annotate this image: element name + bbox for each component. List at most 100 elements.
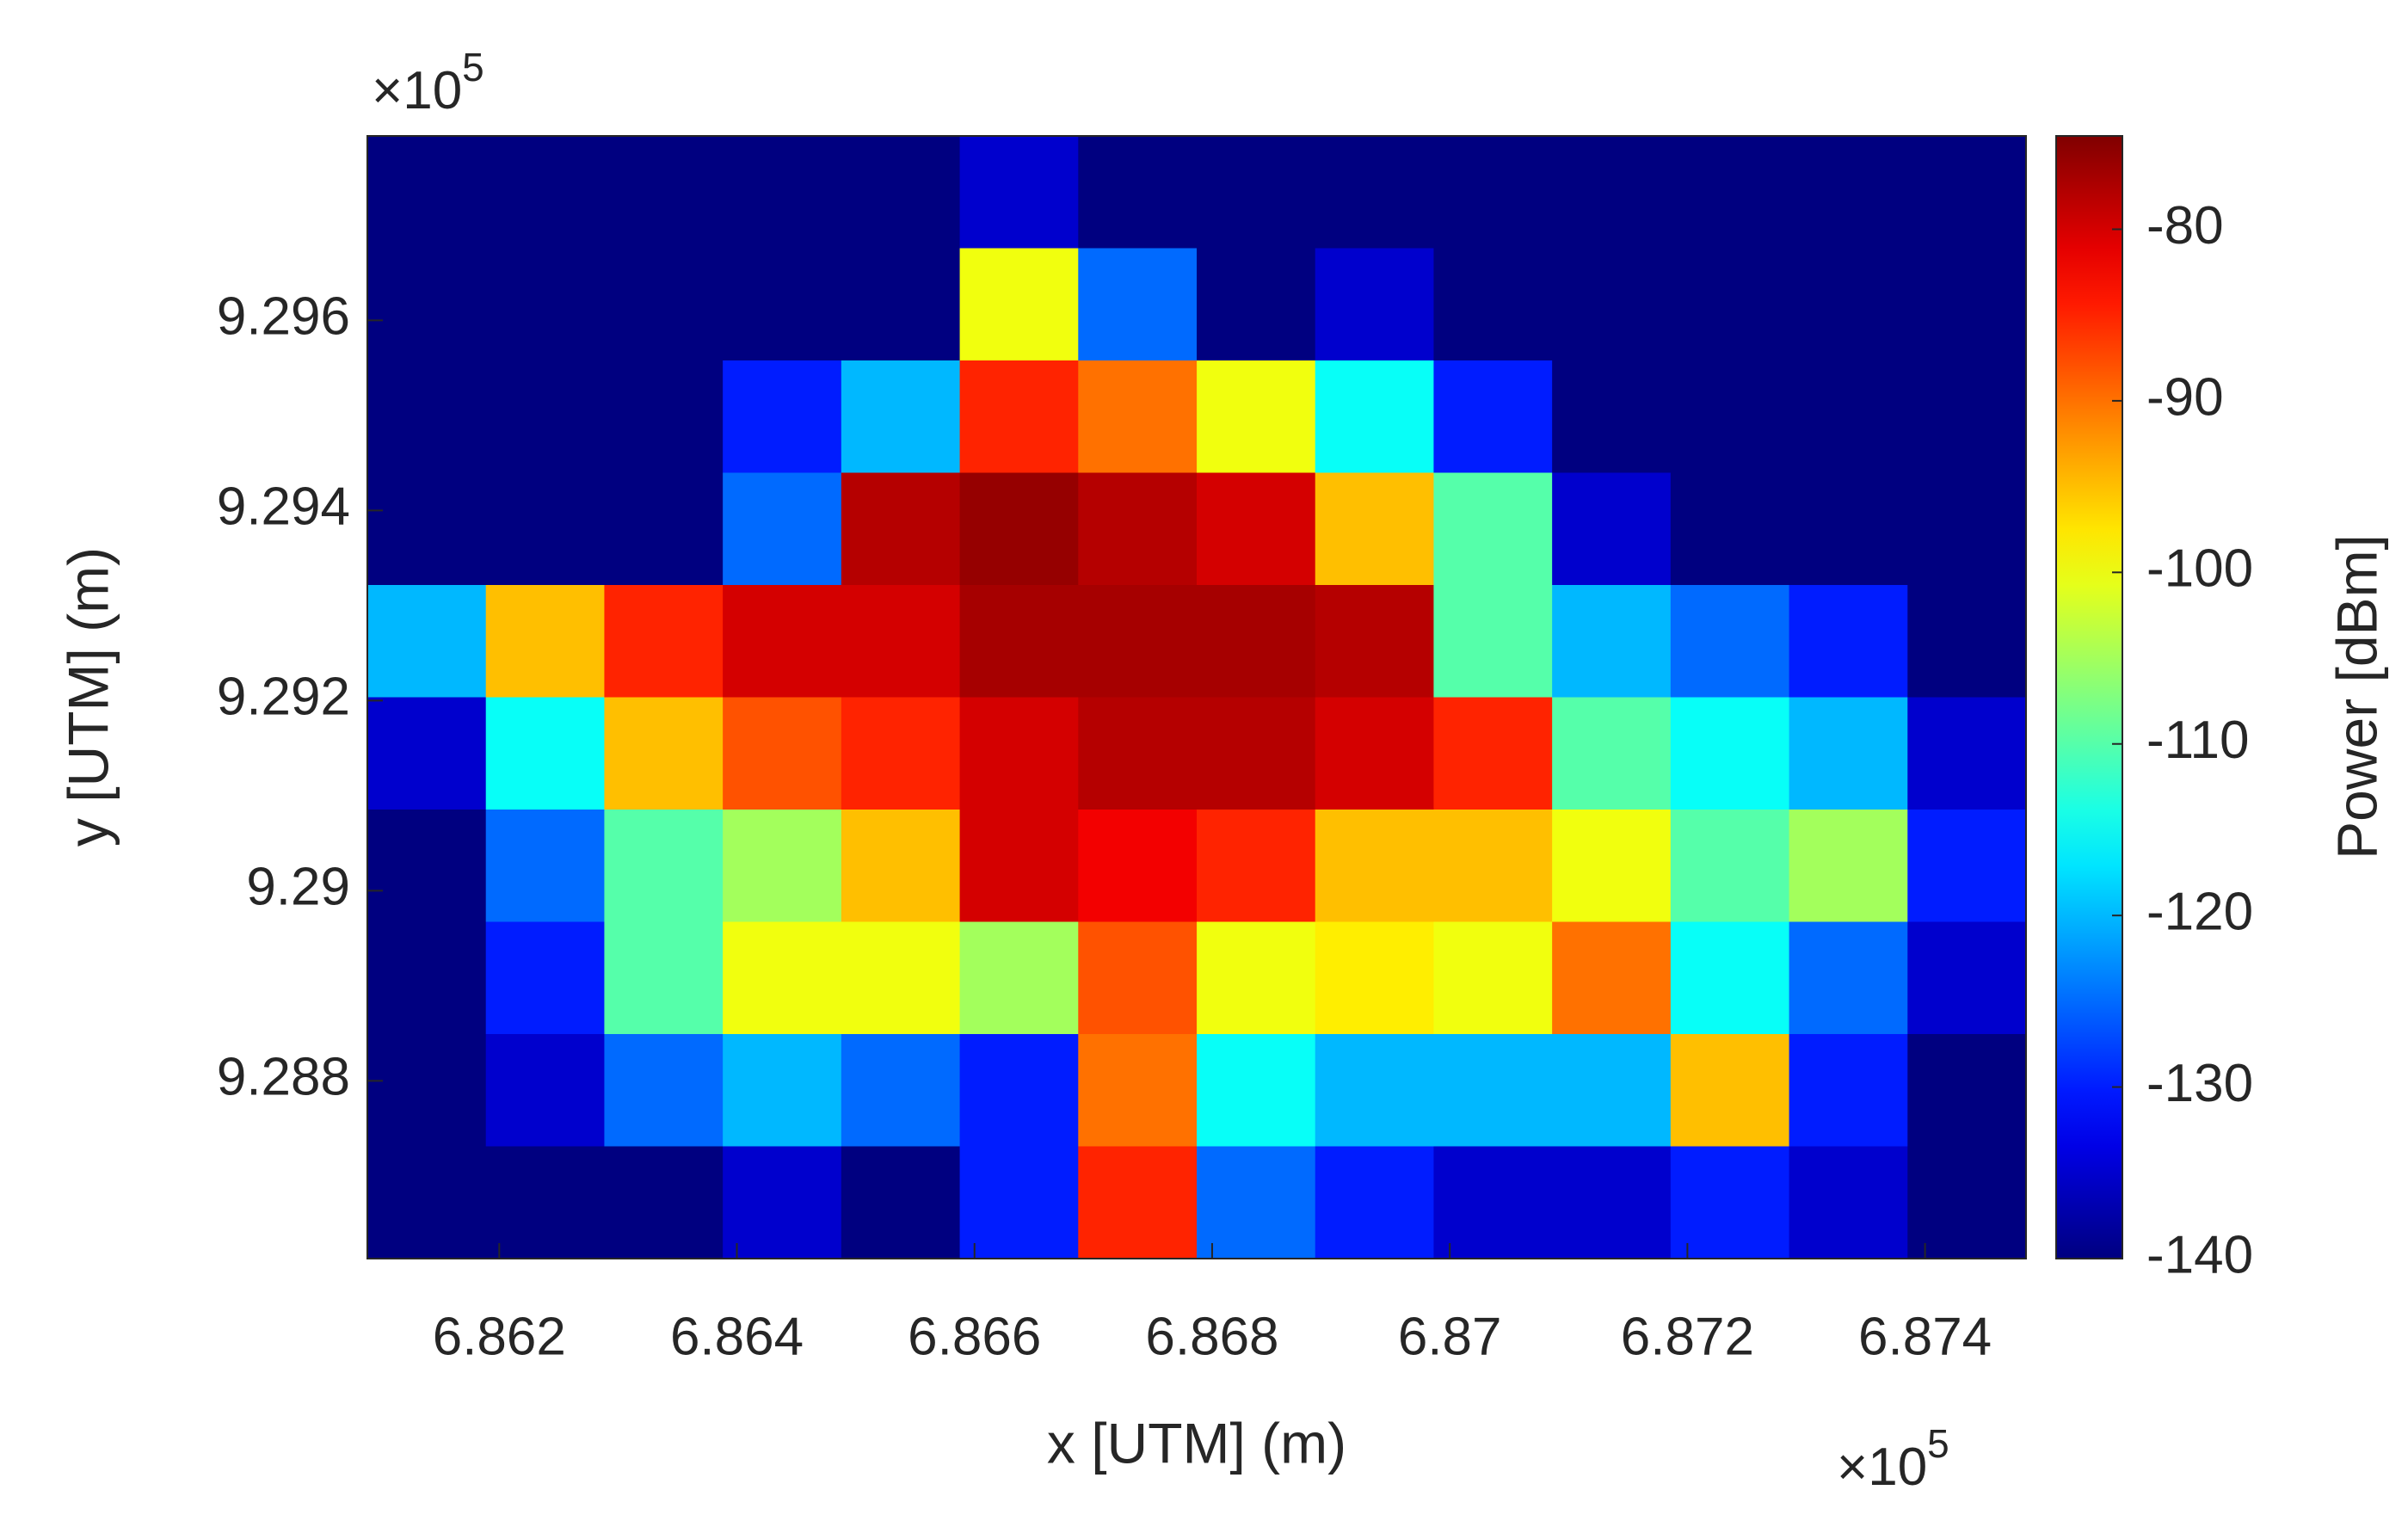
heat-cell <box>1670 697 1790 810</box>
heat-cell <box>485 360 605 473</box>
colorbar-tick-label: -120 <box>2146 883 2253 942</box>
heat-cell <box>1670 472 1790 586</box>
x-tick-label: 6.864 <box>670 1307 804 1366</box>
heat-cell <box>1552 1034 1672 1147</box>
heat-cell <box>723 360 842 473</box>
heat-cell <box>367 585 487 698</box>
heat-cell <box>485 136 605 249</box>
x-multiplier: ×105 <box>1837 1421 1949 1497</box>
heat-cell <box>604 585 724 698</box>
heat-cell <box>1433 136 1553 249</box>
heat-cell <box>1315 360 1434 473</box>
heat-cell <box>1078 1034 1198 1147</box>
heat-cell <box>1789 585 1908 698</box>
colorbar-tick-label: -100 <box>2146 539 2253 599</box>
heat-cell <box>1789 1146 1908 1259</box>
heat-cell <box>604 1146 724 1259</box>
y-tick-label: 9.288 <box>217 1048 350 1107</box>
heat-cell <box>1078 585 1198 698</box>
heat-cell <box>1670 1146 1790 1259</box>
heat-cell <box>1552 1146 1672 1259</box>
heat-cell <box>959 810 1079 922</box>
heat-cell <box>604 248 724 361</box>
heat-cell <box>604 697 724 810</box>
heat-cell <box>1197 472 1316 586</box>
heat-cell <box>1789 697 1908 810</box>
colorbar-tick-label: -90 <box>2146 367 2224 427</box>
heat-cell <box>1907 697 2027 810</box>
multiplier-base: ×10 <box>372 61 462 120</box>
heat-cell <box>1078 1146 1198 1259</box>
heat-cell <box>1433 248 1553 361</box>
heat-cell <box>1197 1146 1316 1259</box>
heat-cell <box>1552 810 1672 922</box>
heat-cell <box>1552 697 1672 810</box>
y-tick-label: 9.292 <box>217 668 350 727</box>
x-axis-label: x [UTM] (m) <box>1047 1411 1346 1475</box>
heat-cell <box>1907 136 2027 249</box>
heat-cell <box>367 810 487 922</box>
heat-cell <box>1433 585 1553 698</box>
multiplier-base: ×10 <box>1837 1438 1927 1497</box>
heat-cell <box>1433 1146 1553 1259</box>
heat-cell <box>604 921 724 1035</box>
heat-cell <box>1907 360 2027 473</box>
heat-cell <box>723 1146 842 1259</box>
heat-cell <box>1078 360 1198 473</box>
heat-cell <box>959 697 1079 810</box>
heat-cell <box>841 136 961 249</box>
x-tick-label: 6.866 <box>908 1307 1041 1366</box>
heat-cell <box>959 1146 1079 1259</box>
heat-cell <box>1197 697 1316 810</box>
heat-cell <box>1315 697 1434 810</box>
heat-cell <box>723 697 842 810</box>
heat-cell <box>1315 472 1434 586</box>
heat-cell <box>1907 1146 2027 1259</box>
heat-cell <box>1197 360 1316 473</box>
heat-cell <box>841 248 961 361</box>
heat-cell <box>367 360 487 473</box>
heat-cell <box>367 472 487 586</box>
heat-cell <box>1670 1034 1790 1147</box>
heat-cell <box>959 1034 1079 1147</box>
heat-cell <box>723 472 842 586</box>
y-axis-label: y [UTM] (m) <box>56 547 120 847</box>
heat-cell <box>1552 136 1672 249</box>
heat-cell <box>485 921 605 1035</box>
heat-cell <box>841 921 961 1035</box>
heat-cell <box>841 585 961 698</box>
heat-cell <box>485 1034 605 1147</box>
heat-cell <box>1552 921 1672 1035</box>
heat-cell <box>1315 1034 1434 1147</box>
heat-cell <box>1552 360 1672 473</box>
heat-cell <box>959 136 1079 249</box>
heat-cell <box>1907 1034 2027 1147</box>
heat-cell <box>485 585 605 698</box>
heat-cell <box>1552 472 1672 586</box>
heat-cell <box>1433 697 1553 810</box>
heat-cell <box>1197 1034 1316 1147</box>
heat-cell <box>1789 472 1908 586</box>
heat-cell <box>1315 248 1434 361</box>
heat-cell <box>1433 921 1553 1035</box>
heat-cell <box>1907 248 2027 361</box>
heat-cell <box>1078 810 1198 922</box>
y-tick-label: 9.294 <box>217 477 350 537</box>
heat-cell <box>485 472 605 586</box>
colorbar-tick-label: -140 <box>2146 1225 2253 1284</box>
colorbar-tick-label: -80 <box>2146 196 2224 256</box>
heat-cell <box>1907 585 2027 698</box>
heat-cell <box>723 810 842 922</box>
heat-cell <box>1670 136 1790 249</box>
colorbar-label: Power [dBm] <box>2325 534 2388 859</box>
heat-cell <box>959 921 1079 1035</box>
heat-cell <box>1907 472 2027 586</box>
heat-cell <box>723 921 842 1035</box>
heat-cell <box>1197 921 1316 1035</box>
heat-cell <box>1078 136 1198 249</box>
heat-cell <box>1907 921 2027 1035</box>
heat-cell <box>1433 472 1553 586</box>
heat-cell <box>485 248 605 361</box>
heat-cell <box>723 1034 842 1147</box>
